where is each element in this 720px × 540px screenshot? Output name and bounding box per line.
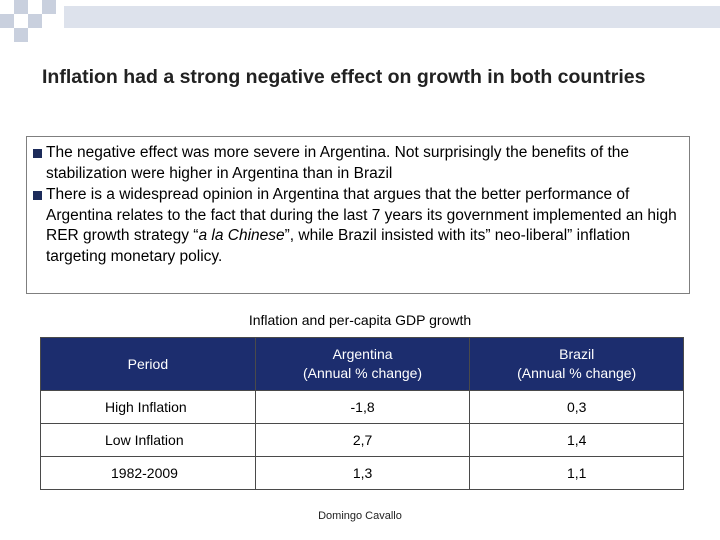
cell-argentina: 1,3 <box>254 456 471 490</box>
slide-title: Inflation had a strong negative effect o… <box>42 66 646 88</box>
cell-period: 1982-2009 <box>40 456 256 490</box>
bullet-text: There is a widespread opinion in Argenti… <box>46 186 677 265</box>
table-row: High Inflation -1,8 0,3 <box>40 390 684 424</box>
table-row: Low Inflation 2,7 1,4 <box>40 423 684 457</box>
cell-argentina: -1,8 <box>254 390 471 424</box>
table-caption: Inflation and per-capita GDP growth <box>248 312 472 328</box>
footer-author: Domingo Cavallo <box>318 510 402 522</box>
header-brazil: Brazil (Annual % change) <box>469 337 684 391</box>
bullet-box: The negative effect was more severe in A… <box>26 136 690 294</box>
cell-brazil: 1,4 <box>469 423 684 457</box>
bullet-square-icon <box>33 191 42 200</box>
bullet-item: There is a widespread opinion in Argenti… <box>33 185 679 267</box>
header-period: Period <box>40 337 256 391</box>
cell-brazil: 0,3 <box>469 390 684 424</box>
decorative-header-bar <box>64 6 720 28</box>
bullet-square-icon <box>33 149 42 158</box>
bullet-text: The negative effect was more severe in A… <box>46 144 630 182</box>
bullet-italic-text: a la Chinese <box>198 227 285 244</box>
cell-period: Low Inflation <box>40 423 256 457</box>
bullet-item: The negative effect was more severe in A… <box>33 143 679 184</box>
header-argentina: Argentina (Annual % change) <box>254 337 471 391</box>
decorative-checker-pattern <box>0 0 64 44</box>
cell-brazil: 1,1 <box>469 456 684 490</box>
table-header-row: Period Argentina (Annual % change) Brazil… <box>40 337 684 391</box>
cell-period: High Inflation <box>40 390 256 424</box>
data-table: Period Argentina (Annual % change) Brazil… <box>40 337 684 490</box>
table-row: 1982-2009 1,3 1,1 <box>40 456 684 490</box>
cell-argentina: 2,7 <box>254 423 471 457</box>
